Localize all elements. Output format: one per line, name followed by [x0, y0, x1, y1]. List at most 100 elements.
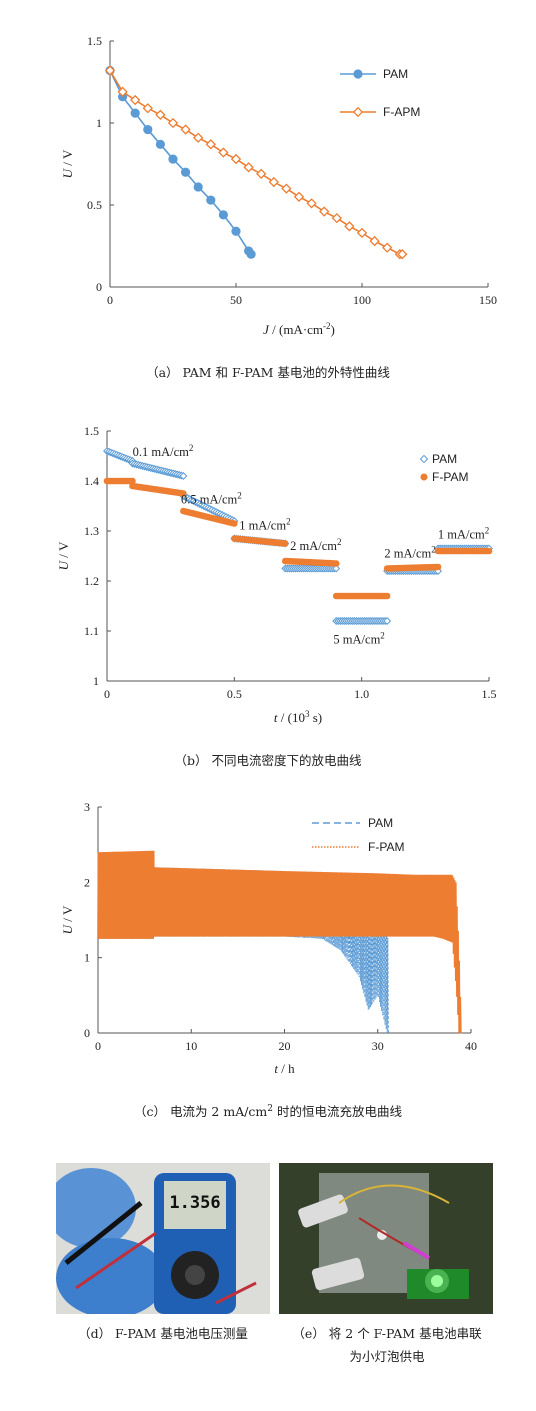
- legend-marker-1: [352, 106, 364, 118]
- annotation-current-density: 2 mA/cm2: [384, 545, 435, 561]
- caption-c-text: （c） 电流为 2 mA/cm: [133, 1104, 268, 1119]
- y-tick-label: 1: [93, 674, 99, 688]
- y-axis-label-var: U: [60, 167, 75, 178]
- data-point-pam: [218, 210, 228, 220]
- annotation-sup: 2: [237, 491, 242, 501]
- data-point-fpam: [281, 540, 289, 547]
- data-point-pam: [168, 154, 178, 164]
- x-tick-label: 20: [279, 1039, 291, 1053]
- annotation-current-density: 2 mA/cm2: [290, 537, 341, 553]
- series-line-f-apm: [109, 70, 403, 255]
- data-point-pam: [383, 617, 392, 625]
- data-point-fapm: [193, 132, 204, 143]
- x-axis-label-unit: / (10: [278, 710, 305, 725]
- x-axis-label-close: s): [309, 710, 322, 725]
- caption-b: （b） 不同电流密度下的放电曲线: [174, 753, 362, 768]
- legend-marker-0: [419, 454, 429, 464]
- annotation-sup: 2: [485, 526, 490, 536]
- chart-a: 0 0.5 1 1.5 0 50 100 150 U / V J / (mA·cm-2) PAM F-…: [60, 34, 497, 337]
- x-tick-label: 0.5: [227, 687, 242, 701]
- annotation-current-density: 5 mA/cm2: [333, 631, 384, 647]
- data-point-pam: [130, 108, 140, 118]
- data-point-fpam: [383, 592, 391, 600]
- series-line-fpam: [97, 850, 462, 1034]
- annotation-text: 0.5 mA/cm: [181, 493, 238, 507]
- photo-multimeter: 1.356: [56, 1163, 270, 1314]
- data-point-fapm: [256, 168, 267, 180]
- annotation-sup: 2: [431, 545, 436, 555]
- legend-label: F-APM: [383, 105, 420, 119]
- data-point-fpam: [485, 547, 493, 555]
- x-tick-label: 0: [104, 687, 110, 701]
- x-axis-label-var: J: [263, 322, 270, 337]
- x-axis-label-unit: / h: [278, 1061, 295, 1076]
- x-axis-label-var: t: [274, 1061, 278, 1076]
- caption-e: （e） 将 2 个 F-PAM 基电池串联 为小灯泡供电: [272, 1323, 502, 1365]
- data-point-fapm: [268, 176, 279, 188]
- data-point-pam: [206, 195, 216, 205]
- caption-e-line2: 为小灯泡供电: [349, 1349, 425, 1364]
- data-point-fapm: [281, 183, 292, 194]
- x-tick-label: 0: [95, 1039, 101, 1053]
- x-tick-label: 1.0: [354, 687, 369, 701]
- legend-label: F-PAM: [432, 470, 468, 484]
- data-point-fapm: [180, 124, 191, 135]
- y-tick-label: 1.1: [84, 624, 99, 638]
- x-tick-label: 30: [372, 1039, 384, 1053]
- data-point-fapm: [356, 227, 368, 239]
- x-axis-label-exp: 3: [305, 709, 310, 719]
- x-tick-label: 40: [465, 1039, 477, 1053]
- data-point-fpam: [332, 560, 340, 567]
- annotation-sup: 2: [380, 631, 385, 641]
- x-tick-label: 150: [479, 293, 497, 307]
- annotation-sup: 2: [286, 517, 291, 527]
- data-point-fapm: [382, 242, 393, 253]
- annotation-current-density: 0.1 mA/cm2: [133, 443, 194, 459]
- annotation-sup: 2: [189, 443, 194, 453]
- x-axis-label-close: ): [331, 322, 335, 337]
- y-tick-label: 0: [84, 1026, 90, 1040]
- data-point-fapm: [344, 221, 355, 232]
- photo-light-bulb: [279, 1163, 493, 1314]
- data-point-fapm: [155, 109, 166, 120]
- legend-label: PAM: [383, 67, 408, 81]
- y-axis-label-var: U: [60, 923, 75, 934]
- y-axis-label-var: U: [56, 559, 71, 570]
- x-tick-label: 0: [107, 293, 113, 307]
- annotation-text: 1 mA/cm: [438, 528, 485, 542]
- annotation-current-density: 1 mA/cm2: [438, 526, 489, 542]
- data-point-fapm: [331, 212, 342, 224]
- data-point-fapm: [306, 198, 317, 209]
- caption-c-sup: 2: [267, 1103, 274, 1114]
- data-point-fapm: [243, 162, 254, 173]
- y-axis-label-unit: / V: [60, 905, 75, 925]
- legend-label: PAM: [368, 816, 393, 830]
- data-point-fapm: [230, 153, 242, 165]
- annotation-text: 2 mA/cm: [290, 539, 337, 553]
- data-point-pam: [143, 124, 153, 135]
- data-point-fapm: [293, 191, 305, 202]
- y-tick-label: 1.3: [84, 524, 99, 538]
- data-point-fapm: [104, 65, 116, 76]
- annotation-text: 5 mA/cm: [333, 633, 380, 647]
- y-tick-label: 0.5: [87, 198, 102, 212]
- data-point-pam: [181, 167, 191, 177]
- data-point-fpam: [231, 520, 238, 527]
- x-axis-label: t / h: [274, 1061, 295, 1076]
- y-tick-label: 1: [96, 116, 102, 130]
- annotation-current-density: 1 mA/cm2: [239, 517, 290, 533]
- y-axis-label: U / V: [60, 149, 75, 178]
- legend-label: PAM: [432, 452, 457, 466]
- data-point-fapm: [205, 139, 216, 150]
- x-tick-label: 100: [353, 293, 371, 307]
- annotation-text: 0.1 mA/cm: [133, 445, 190, 459]
- data-point-pam: [179, 472, 188, 480]
- data-point-fapm: [369, 235, 380, 247]
- y-axis-label: U / V: [60, 905, 75, 934]
- data-point-fapm: [130, 94, 141, 106]
- x-axis-label-var: t: [274, 710, 278, 725]
- chart-b: 1 1.1 1.2 1.3 1.4 1.5 0 0.5 1.0 1.5 U / V t / (103 …: [56, 424, 497, 725]
- data-point-fapm: [319, 206, 330, 217]
- annotation-current-density: 0.5 mA/cm2: [181, 491, 242, 507]
- y-axis-label-unit: / V: [56, 541, 71, 561]
